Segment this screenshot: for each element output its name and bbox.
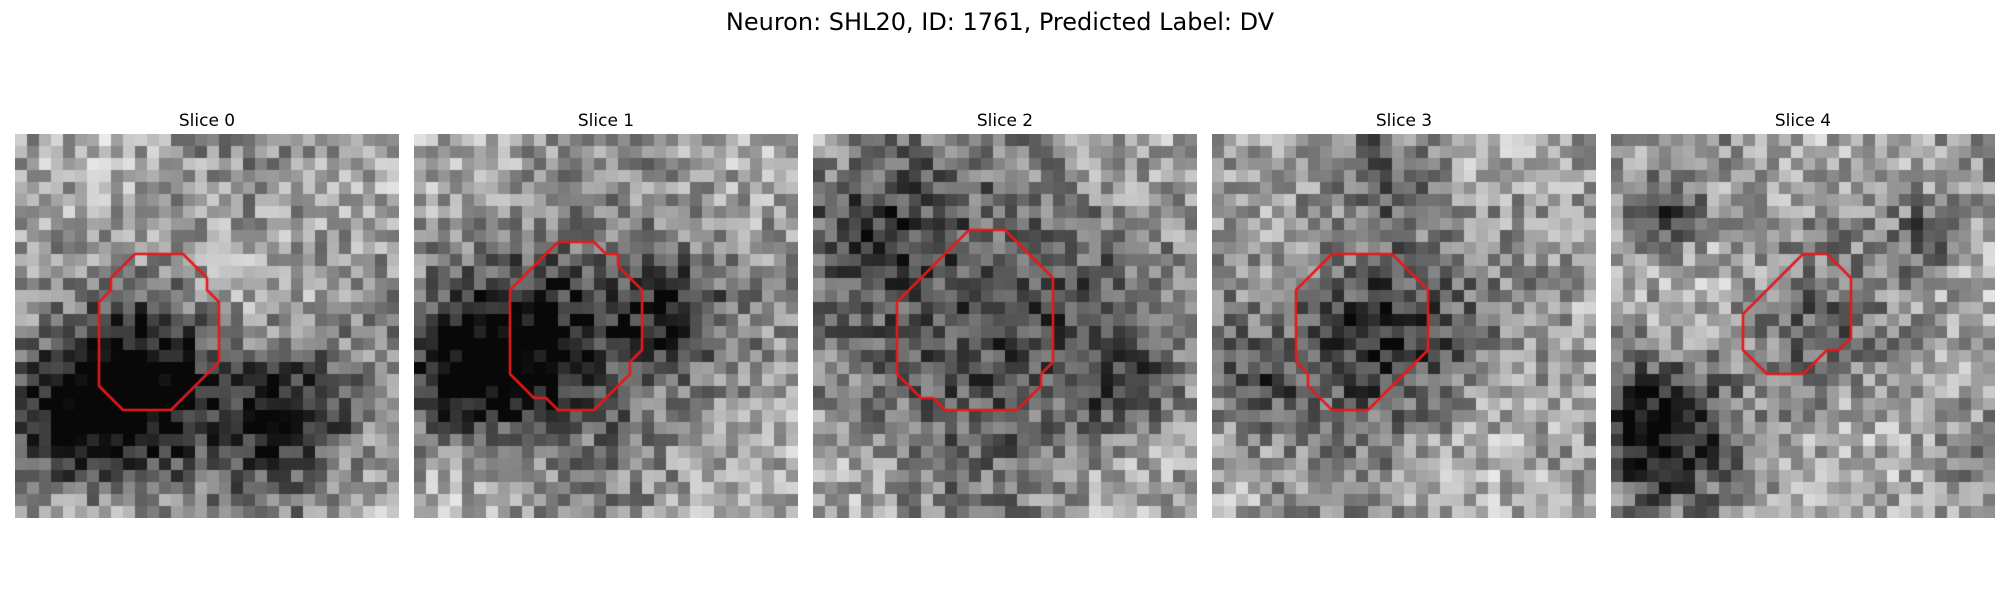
figure-title: Neuron: SHL20, ID: 1761, Predicted Label…	[725, 8, 1275, 36]
slice-image-4	[1611, 134, 1995, 518]
slice-panel-2: Slice 2	[813, 108, 1197, 518]
slice-title-3: Slice 3	[1375, 111, 1433, 131]
slice-panel-1: Slice 1	[414, 108, 798, 518]
slice-title-2: Slice 2	[976, 111, 1034, 131]
slice-image-0	[15, 134, 399, 518]
slice-title-1: Slice 1	[577, 111, 635, 131]
slice-image-1	[414, 134, 798, 518]
slice-panel-0: Slice 0	[15, 108, 399, 518]
slice-title-4: Slice 4	[1774, 111, 1832, 131]
slice-image-3	[1212, 134, 1596, 518]
slice-image-2	[813, 134, 1197, 518]
slice-title-0: Slice 0	[178, 111, 236, 131]
slice-panel-4: Slice 4	[1611, 108, 1995, 518]
slice-panel-3: Slice 3	[1212, 108, 1596, 518]
